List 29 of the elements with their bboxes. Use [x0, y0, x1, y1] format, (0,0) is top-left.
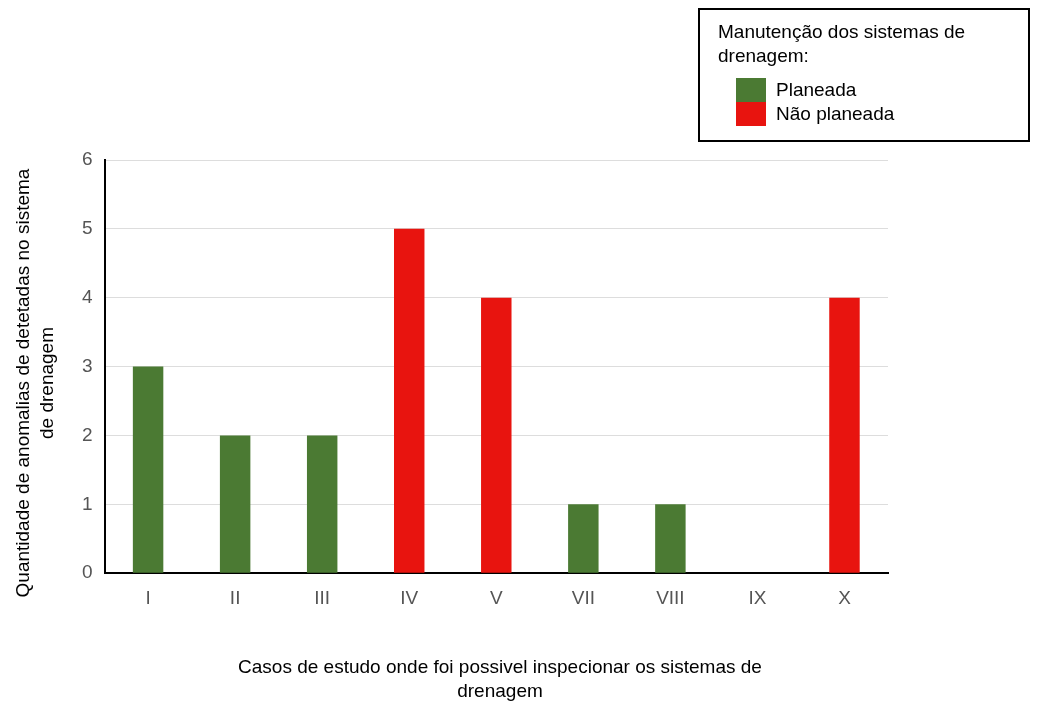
- legend-label: Não planeada: [776, 102, 895, 126]
- bar: [655, 504, 686, 573]
- y-tick-label: 6: [81, 148, 93, 170]
- y-tick-label: 0: [81, 561, 93, 583]
- bar: [306, 435, 338, 573]
- x-tick-label: VII: [571, 586, 595, 608]
- x-tick-label: VIII: [656, 586, 685, 608]
- x-tick-label: X: [838, 586, 852, 608]
- x-tick-label: III: [314, 586, 331, 608]
- bar: [394, 228, 425, 573]
- bar: [219, 435, 251, 573]
- y-tick-label: 4: [81, 285, 93, 307]
- bar: [132, 366, 164, 573]
- legend-label: Planeada: [776, 78, 857, 102]
- y-tick-label: 5: [81, 217, 93, 239]
- x-tick-label: IV: [400, 586, 419, 608]
- x-tick-label: IX: [748, 586, 767, 608]
- y-tick-label: 3: [81, 354, 93, 376]
- y-tick-label: 2: [81, 423, 93, 445]
- y-axis-title: Quantidade de anomalias de detetadas no sistema de drenagem: [11, 168, 58, 598]
- x-axis-title: Casos de estudo onde foi possivel inspecionar os sistemas de drenagem: [237, 655, 763, 703]
- x-tick-label: II: [229, 586, 241, 608]
- bar: [829, 297, 860, 573]
- legend-title: Manutenção dos sistemas de drenagem:: [718, 20, 967, 68]
- x-tick-label: V: [489, 586, 503, 608]
- bar: [481, 297, 512, 573]
- y-tick-label: 1: [81, 492, 93, 514]
- bar: [568, 504, 599, 573]
- x-tick-label: I: [145, 586, 151, 608]
